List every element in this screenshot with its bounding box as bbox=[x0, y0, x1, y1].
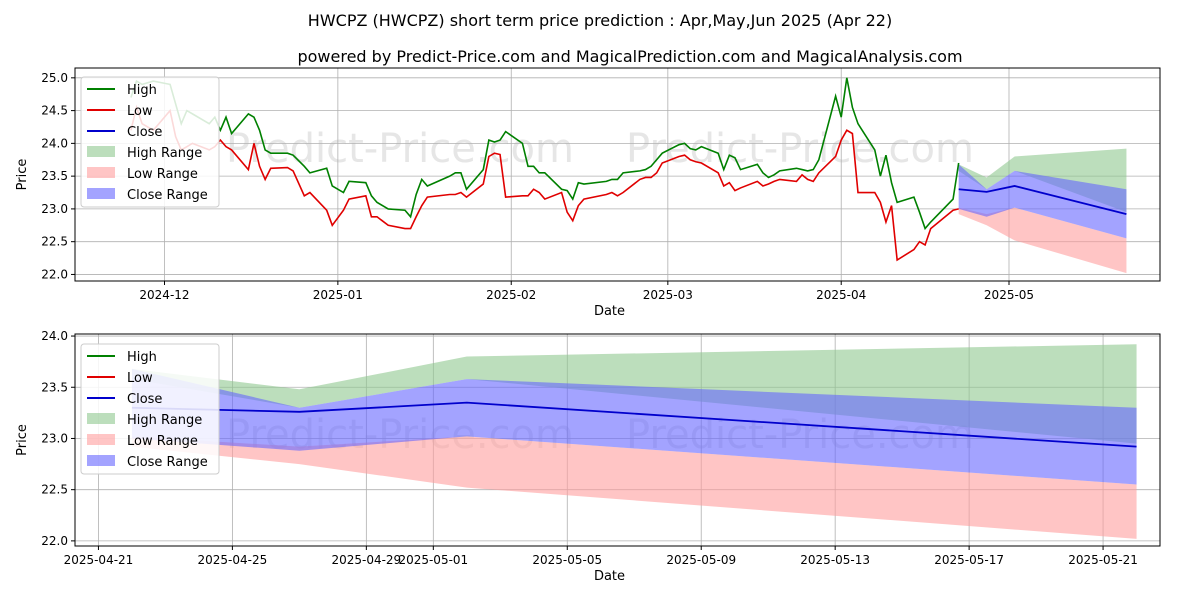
legend-item-high-label: High bbox=[127, 83, 157, 98]
legend-box bbox=[80, 76, 220, 208]
chart-subtitle: powered by Predict-Price.com and Magical… bbox=[297, 47, 962, 66]
y-tick-label: 25.0 bbox=[41, 71, 68, 85]
legend-item-close-range-label: Close Range bbox=[127, 188, 208, 203]
legend-item-low-label: Low bbox=[127, 371, 153, 386]
plot-area bbox=[130, 77, 1127, 274]
x-tick-label: 2024-12 bbox=[139, 288, 189, 302]
x-tick-label: 2025-01 bbox=[313, 288, 363, 302]
x-tick-label: 2025-05 bbox=[984, 288, 1034, 302]
x-tick-label: 2025-04 bbox=[816, 288, 866, 302]
legend-item-low-range-label: Low Range bbox=[127, 167, 198, 182]
legend-item-close-label: Close bbox=[127, 392, 162, 407]
legend: High Low Close High Range Low Range Close Ran… bbox=[80, 343, 220, 475]
x-tick-label: 2025-03 bbox=[643, 288, 693, 302]
legend-item-high-label: High bbox=[127, 350, 157, 365]
low-series-line bbox=[130, 104, 959, 262]
x-tick-label: 2025-05-17 bbox=[934, 553, 1004, 567]
y-tick-label: 23.0 bbox=[41, 202, 68, 216]
x-tick-label: 2025-05-05 bbox=[532, 553, 602, 567]
legend-item-high-range-swatch bbox=[87, 146, 115, 157]
legend-item-low-label: Low bbox=[127, 104, 153, 119]
watermark-text: Predict-Price.com bbox=[226, 276, 574, 322]
legend: High Low Close High Range Low Range Close Ran… bbox=[80, 76, 220, 208]
y-tick-label: 22.0 bbox=[41, 534, 68, 548]
watermark-text: Predict-Price.com bbox=[226, 126, 574, 172]
y-tick-label: 23.5 bbox=[41, 380, 68, 394]
y-tick-label: 23.5 bbox=[41, 169, 68, 183]
panel-2: Predict-Price.comPredict-Price.com2025-0… bbox=[15, 329, 1161, 584]
y-tick-label: 23.0 bbox=[41, 431, 68, 445]
close-range-band bbox=[958, 164, 1127, 239]
x-tick-label: 2025-05-09 bbox=[666, 553, 736, 567]
tick-labels: 2025-04-21 2025-04-25 2025-04-292025-05-01… bbox=[41, 329, 1138, 567]
y-tick-label: 22.5 bbox=[41, 483, 68, 497]
panel-1: Predict-Price.com Predict-Price.com Predic… bbox=[15, 67, 1161, 322]
x-axis-label: Date bbox=[594, 569, 625, 584]
x-tick-label: 2025-04-21 bbox=[64, 553, 134, 567]
high-series-line bbox=[130, 77, 960, 231]
chart-title: HWCPZ (HWCPZ) short term price predictio… bbox=[308, 11, 892, 30]
x-tick-label: 2025-05-01 bbox=[398, 553, 468, 567]
y-tick-label: 24.0 bbox=[41, 136, 68, 150]
low-range-band bbox=[958, 207, 1127, 274]
axes-frame bbox=[74, 333, 1161, 547]
legend-item-low-range-swatch bbox=[87, 167, 115, 178]
plot-area bbox=[131, 344, 1137, 539]
legend-item-high-range-swatch bbox=[87, 413, 115, 424]
legend-item-close-range-label: Close Range bbox=[127, 455, 208, 470]
low-range-band bbox=[131, 436, 1137, 539]
legend-item-high-range-label: High Range bbox=[127, 413, 202, 428]
legend-item-low-range-label: Low Range bbox=[127, 434, 198, 449]
x-tick-label: 2025-04-25 bbox=[198, 553, 268, 567]
y-axis-label: Price bbox=[15, 424, 30, 456]
y-axis-label: Price bbox=[15, 159, 30, 191]
axes-frame bbox=[74, 67, 1161, 282]
y-tick-label: 22.0 bbox=[41, 267, 68, 281]
close-series-line bbox=[958, 185, 1127, 216]
watermark-text: Predict-Price.com bbox=[626, 126, 974, 172]
legend-item-close-range-swatch bbox=[87, 188, 115, 199]
x-tick-label: 2025-05-21 bbox=[1068, 553, 1138, 567]
tick-labels: 2024-12 2025-01 2025-02 2025-03 2025-04 2025-… bbox=[41, 71, 1034, 302]
y-tick-label: 24.0 bbox=[41, 329, 68, 343]
y-tick-label: 24.5 bbox=[41, 104, 68, 118]
legend-box bbox=[80, 343, 220, 475]
y-tick-label: 22.5 bbox=[41, 235, 68, 249]
x-tick-label: 2025-04-29 bbox=[331, 553, 401, 567]
legend-item-close-label: Close bbox=[127, 125, 162, 140]
x-tick-label: 2025-05-13 bbox=[800, 553, 870, 567]
legend-item-low-range-swatch bbox=[87, 434, 115, 445]
legend-item-close-range-swatch bbox=[87, 455, 115, 466]
watermark-group: Predict-Price.com Predict-Price.com Predic… bbox=[226, 126, 974, 322]
x-tick-label: 2025-02 bbox=[486, 288, 536, 302]
watermark-text: Predict-Price.com bbox=[626, 276, 974, 322]
close-range-band bbox=[131, 368, 1137, 485]
x-axis-label: Date bbox=[594, 304, 625, 319]
legend-item-high-range-label: High Range bbox=[127, 146, 202, 161]
